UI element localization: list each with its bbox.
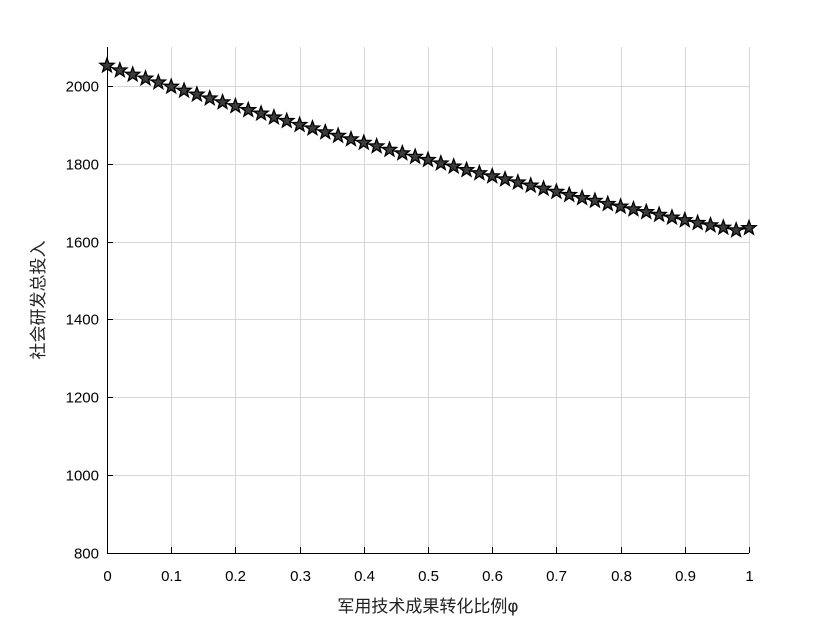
data-point-star [149,73,168,91]
data-point-star [187,85,206,103]
data-point-star [585,191,604,209]
data-point-star [239,100,258,118]
x-tick-label: 0.4 [354,568,375,585]
data-point-star [303,118,322,136]
data-point-star [393,143,412,161]
data-point-star [663,208,681,226]
data-point-star [701,215,720,233]
x-tick-label: 0.8 [611,568,632,585]
x-tick-label: 0.1 [161,568,182,585]
x-tick-label: 0.3 [290,568,311,585]
data-point-star [624,199,643,217]
data-point-star [406,147,425,165]
x-tick-label: 0.5 [418,568,439,585]
data-point-star [444,157,463,175]
axes [107,47,749,554]
data-point-star [316,122,335,140]
y-ticks: 800 1000 1200 1400 1600 1800 2000 [66,79,113,563]
data-point-star [175,81,193,99]
data-point-star [508,173,527,191]
y-tick-label: 2000 [66,79,99,96]
data-point-star [483,166,502,184]
data-point-star [611,197,630,215]
y-tick-label: 1200 [66,390,99,407]
y-tick-label: 1400 [66,312,99,329]
data-point-star [136,69,155,87]
series-markers [98,56,758,238]
data-point-star [213,92,232,110]
data-point-star [367,136,386,154]
data-point-star [650,205,669,223]
data-point-star [252,104,271,122]
x-tick-label: 0 [103,568,111,585]
data-point-star [740,218,758,236]
data-point-star [277,111,296,129]
data-point-star [714,218,733,236]
data-point-star [98,56,116,74]
data-point-star [110,60,129,78]
data-point-star [419,150,437,168]
data-point-star [457,160,476,178]
data-point-star [470,163,489,181]
data-point-star [431,153,450,171]
x-ticks: 0 0.1 0.2 0.3 0.4 0.5 0.6 0.7 0.8 0.9 1 [103,547,754,585]
data-point-star [496,169,514,187]
data-point-star [675,210,694,228]
data-point-star [123,65,142,83]
data-point-star [200,88,219,106]
data-point-star [329,126,348,144]
data-point-star [534,179,553,197]
data-point-star [290,115,309,133]
x-axis-title: 军用技术成果转化比例φ [337,597,518,617]
grid [107,47,750,553]
x-tick-label: 0.2 [225,568,246,585]
y-tick-label: 800 [74,546,99,563]
data-point-star [354,133,373,151]
data-point-star [573,188,592,206]
data-point-star [560,185,579,203]
data-point-star [380,140,399,158]
data-point-star [162,77,181,95]
y-tick-label: 1800 [66,157,99,174]
data-point-star [598,194,617,212]
x-tick-label: 0.7 [546,568,567,585]
data-point-star [547,182,566,200]
data-point-star [521,176,540,194]
data-point-star [342,129,360,147]
y-axis-title: 社会研发总投入 [29,241,49,360]
data-point-star [688,213,707,231]
x-tick-label: 0.9 [675,568,696,585]
y-tick-label: 1600 [66,235,99,252]
data-point-star [264,108,283,126]
y-tick-label: 1000 [66,468,99,485]
data-point-star [637,202,656,220]
data-point-star [226,96,245,114]
x-tick-label: 0.6 [482,568,503,585]
data-point-star [727,220,746,238]
x-tick-label: 1 [745,568,753,585]
